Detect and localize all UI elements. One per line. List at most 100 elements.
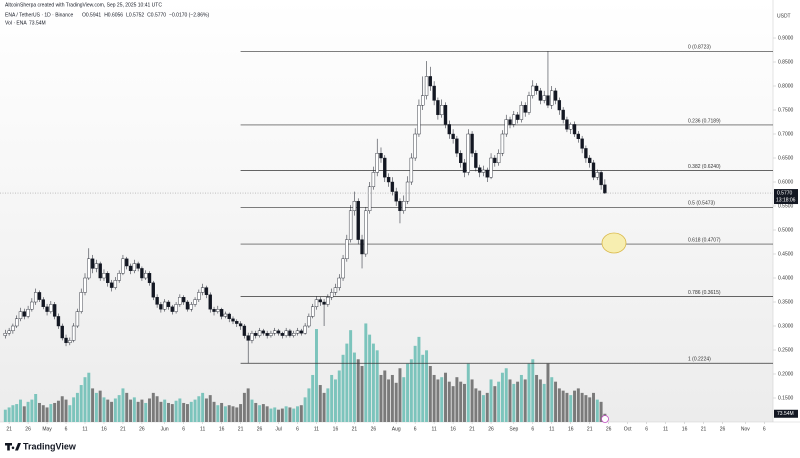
x-tick-label: 16 [333,426,339,432]
volume-bar [364,323,368,422]
candle-body [128,265,133,272]
candle-body [208,294,212,310]
volume-bar [174,400,178,422]
candle-body [489,157,493,178]
candle-body [386,177,391,183]
volume-bar [280,408,284,422]
candle-body [159,304,163,310]
x-tick-label: 26 [371,426,377,432]
volume-bar [231,406,235,422]
axis-layer: 0.9000 0.8500 0.8000 0.7500 0.7000 0.6500 0.60… [0,35,798,432]
candle-body [394,191,398,202]
volume-bar [333,379,337,422]
volume-bar [428,366,432,422]
volume-bar [459,381,463,422]
volume-bar [383,370,387,422]
candle-body [515,114,520,120]
candle-body [341,258,345,279]
candle-body [269,333,273,336]
x-tick-label: Sep [509,426,518,432]
candle-body [390,181,395,192]
volume-bar [474,388,478,422]
volume-layer [3,323,607,422]
candle-body [451,133,455,140]
candle-body [371,172,376,188]
volume-bar [98,390,102,422]
volume-bar [258,405,262,422]
volume-bar [402,377,406,422]
volume-bar [273,407,277,422]
volume-bar [144,402,148,422]
volume-bar [159,401,163,422]
volume-bar [550,377,554,422]
currency: USDT [777,13,791,19]
volume-bar [588,397,592,422]
volume-bar [599,401,603,422]
candle-body [223,313,228,317]
candle-body [580,138,584,149]
volume-bar [466,363,470,422]
volume-bar [34,394,38,422]
ohlc-value: C0.5770 [147,12,166,18]
brand-name: TradingView [23,441,77,451]
x-tick-label: 11 [663,426,668,432]
volume-bar [299,405,303,422]
candle-body [561,109,565,120]
candle-body [200,287,205,293]
x-tick-label: 6 [296,426,299,432]
candle-body [443,105,448,125]
candle-body [121,258,125,274]
volume-bar [425,350,429,422]
candle-body [181,297,186,303]
candle-body [409,157,414,183]
volume-bar [538,379,542,422]
candle-body [37,292,42,300]
x-tick-label: 6 [645,426,648,432]
x-tick-label: Jun [161,426,169,432]
volume-bar [254,402,258,422]
candle-body [87,258,91,279]
candle-body [462,162,467,173]
ohlc-value: O0.5941 [82,12,101,18]
candle-body [257,330,262,336]
candle-body [375,153,379,173]
candle-body [140,268,144,279]
candle-body [113,280,118,288]
header-title: AltcoinSherpa created with TradingView.c… [5,2,162,8]
volume-bar [220,402,224,422]
volume-bar [11,405,15,422]
x-tick-label: 21 [120,426,126,432]
candle-body [550,90,554,106]
candle-body [117,273,121,281]
x-tick-label: 6 [414,426,417,432]
candle-body [474,153,478,168]
y-tick-label: 0.8000 [778,83,794,89]
volume-bar [508,379,512,422]
candle-body [219,309,224,317]
volume-bar [30,399,34,422]
volume-bar [22,406,26,422]
last-price-label: 0.5770 [777,190,793,196]
ohlc-value: L0.5752 [126,12,144,18]
volume-bar [246,388,250,422]
candle-body [94,263,99,269]
candle-body [519,105,524,120]
candle-body [185,301,190,310]
x-tick-label: 6 [182,426,185,432]
volume-bar [277,409,281,422]
volume-bar [204,398,208,422]
volume-bar [584,395,588,422]
candle-body [132,263,137,272]
candle-body [481,169,486,173]
candle-body [163,301,167,310]
volume-bar [440,377,444,422]
candle-body [90,258,95,269]
volume-bar [485,392,489,422]
volume-bar [239,404,243,422]
candle-body [15,318,19,327]
x-tick-label: 16 [450,426,456,432]
volume-bar [326,388,330,422]
candle-body [436,100,440,116]
volume-bar [421,354,425,422]
candle-body [307,316,311,327]
